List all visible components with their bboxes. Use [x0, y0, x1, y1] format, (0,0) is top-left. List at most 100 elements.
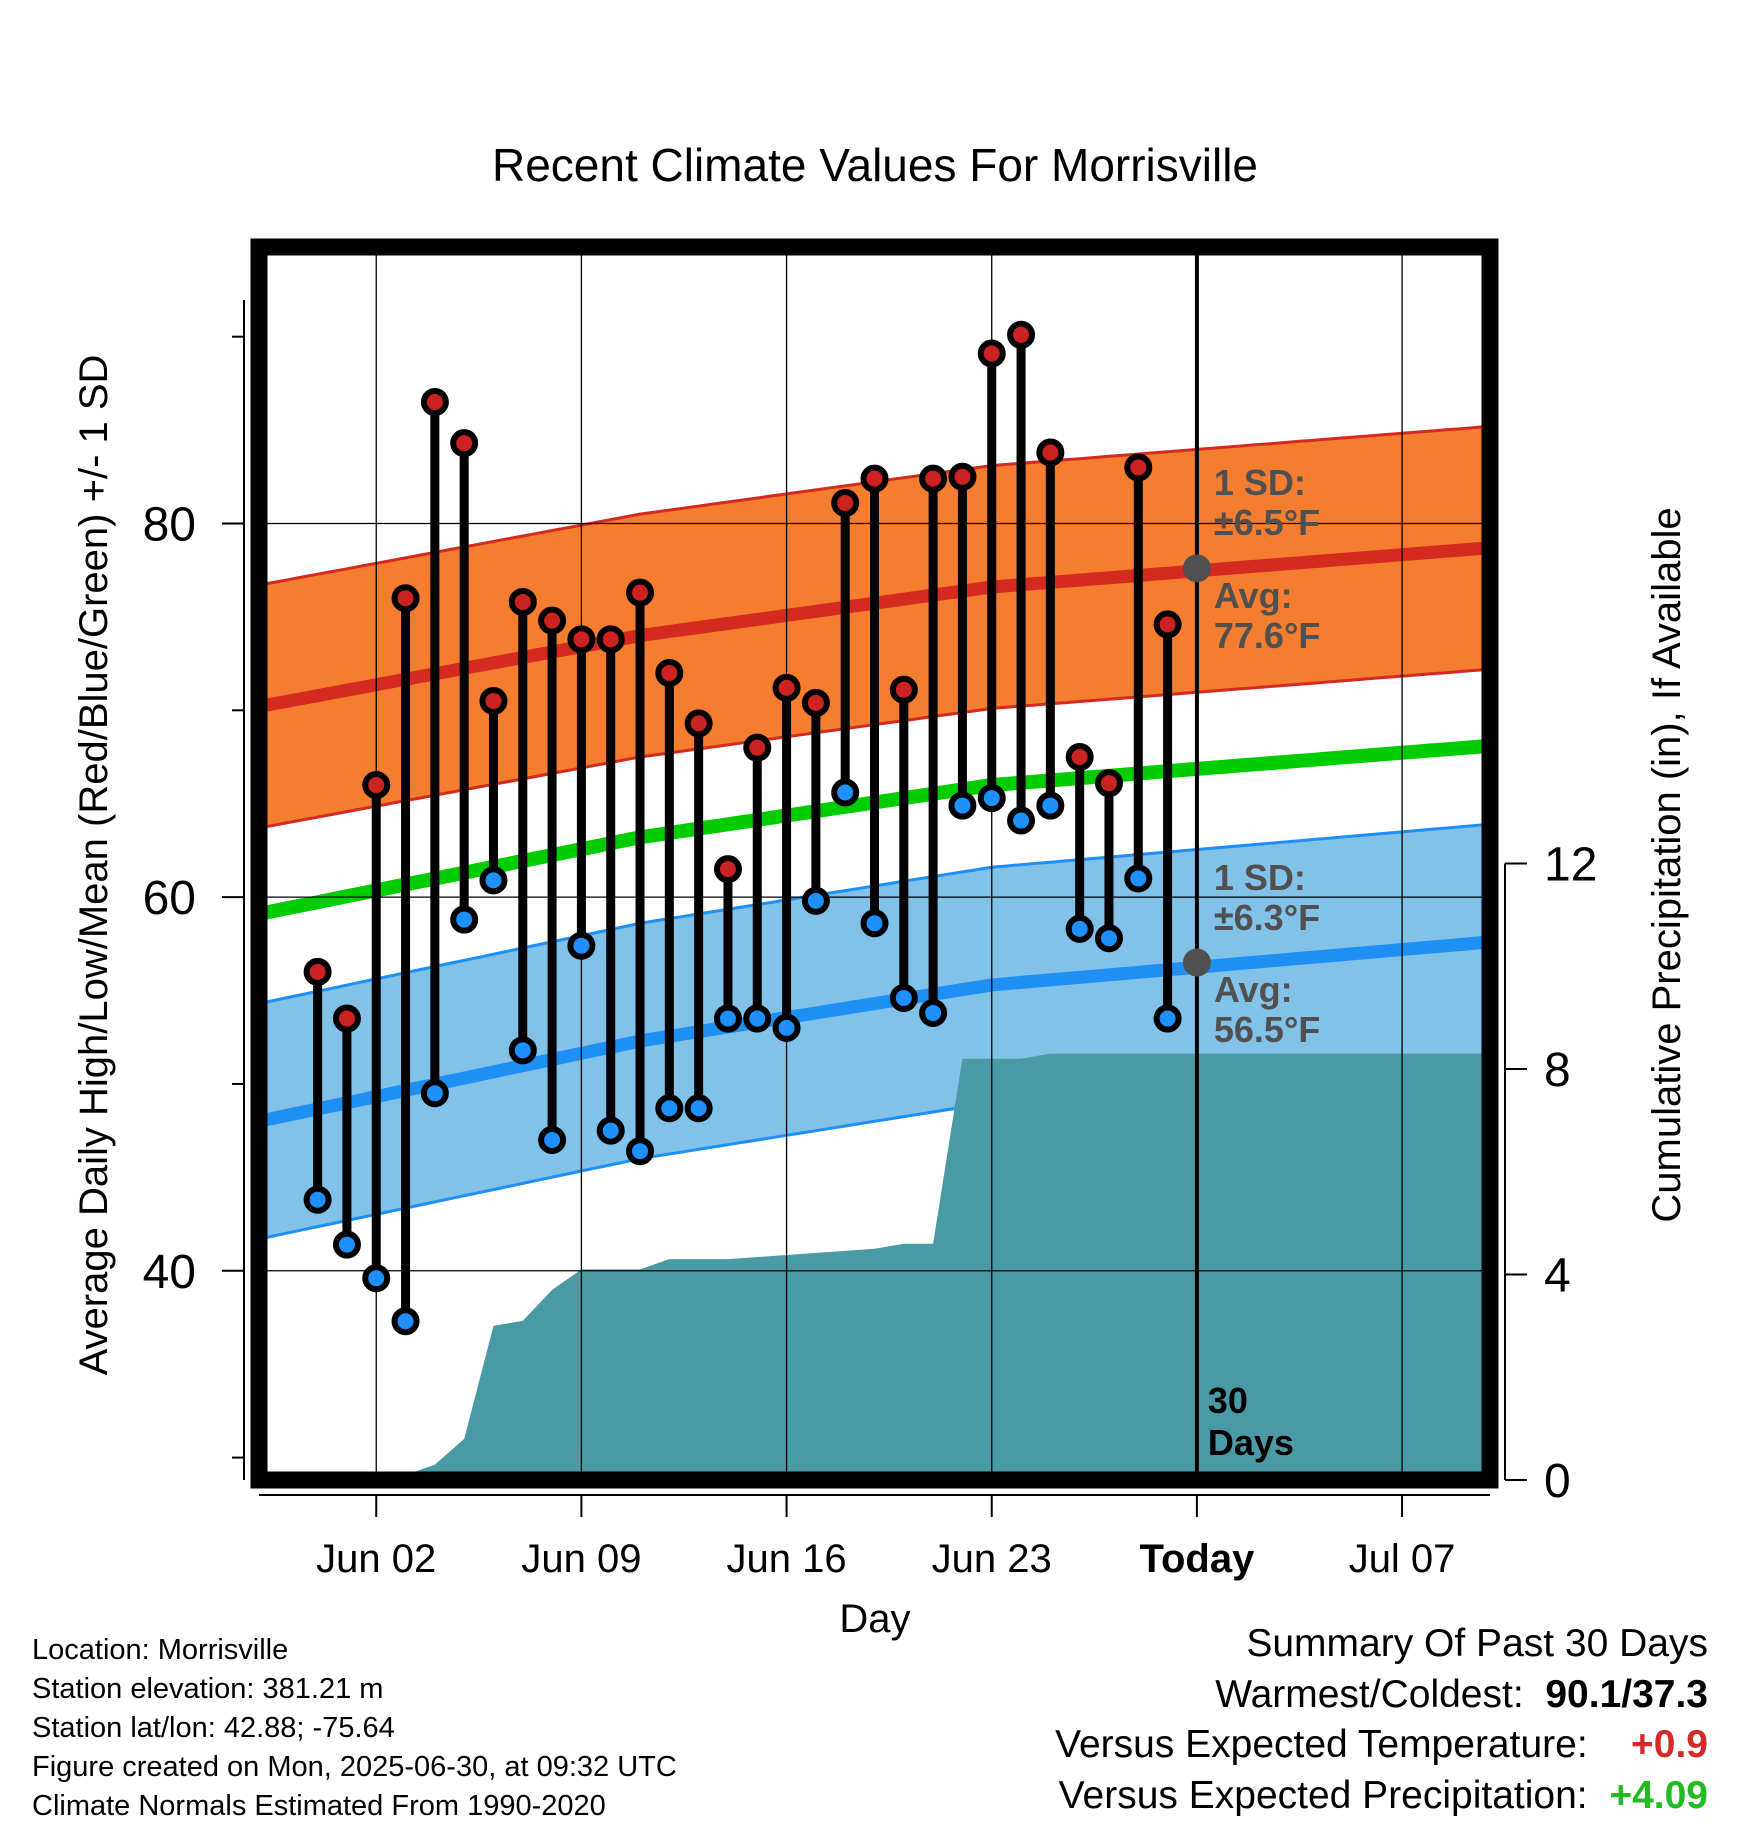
daily-high-point: [391, 584, 420, 613]
daily-low-point: [332, 1230, 361, 1259]
x-axis-label: Day: [839, 1597, 910, 1641]
daily-high-point: [450, 429, 479, 458]
daily-high-point: [479, 686, 508, 715]
daily-low-point: [948, 791, 977, 820]
low-avg-label-line: Avg:: [1214, 969, 1293, 1010]
y-axis-label: Average Daily High/Low/Mean (Red/Blue/Gr…: [72, 355, 116, 1376]
x-tick-label: Jun 16: [727, 1537, 847, 1581]
chart-title: Recent Climate Values For Morrisville: [492, 139, 1258, 191]
daily-low-point: [1036, 791, 1065, 820]
low-sd-label-line: ±6.3°F: [1214, 897, 1320, 938]
y2-tick-label: 0: [1544, 1455, 1571, 1508]
daily-low-point: [1153, 1004, 1182, 1033]
daily-high-point: [1124, 453, 1153, 482]
daily-low-point: [508, 1036, 537, 1065]
daily-high-point: [655, 658, 684, 687]
figure-created: Figure created on Mon, 2025-06-30, at 09…: [32, 1751, 677, 1783]
low-sd-label-line: 1 SD:: [1214, 857, 1306, 898]
summary-title: Summary Of Past 30 Days: [1246, 1622, 1708, 1665]
daily-low-point: [303, 1185, 332, 1214]
daily-high-point: [977, 339, 1006, 368]
high-avg-label-line: 77.6°F: [1214, 615, 1320, 656]
y2-tick-label: 12: [1544, 839, 1597, 892]
precipitation-area: [259, 1053, 1490, 1480]
daily-high-point: [362, 771, 391, 800]
daily-high-point: [626, 578, 655, 607]
low-avg-label-line: 56.5°F: [1214, 1009, 1320, 1050]
summary-temp-label: Versus Expected Temperature:: [1055, 1723, 1588, 1766]
summary-temperature: Versus Expected Temperature: +0.9: [1055, 1723, 1708, 1767]
x-tick-label: Jun 02: [316, 1537, 436, 1581]
daily-high-point: [567, 625, 596, 654]
station-location: Location: Morrisville: [32, 1634, 289, 1666]
summary-precipitation: Versus Expected Precipitation: +4.09: [1059, 1774, 1708, 1818]
plot-frame: [250, 238, 1499, 1489]
daily-low-point: [1007, 806, 1036, 835]
y2-tick-label: 8: [1544, 1044, 1571, 1097]
daily-high-point: [743, 733, 772, 762]
x-tick-label: Jun 09: [521, 1537, 641, 1581]
daily-low-point: [362, 1264, 391, 1293]
days-window-label-line: Days: [1208, 1422, 1294, 1463]
daily-low-point: [1124, 864, 1153, 893]
daily-low-point: [538, 1125, 567, 1154]
normal-low-line: [257, 935, 1491, 1128]
daily-low-point: [743, 1004, 772, 1033]
daily-low-point: [626, 1137, 655, 1166]
station-elevation: Station elevation: 381.21 m: [32, 1673, 384, 1705]
summary-precip-label: Versus Expected Precipitation:: [1058, 1774, 1588, 1817]
x-tick-label: Today: [1139, 1537, 1255, 1581]
y-tick-label: 80: [143, 498, 196, 551]
summary-extremes: Warmest/Coldest: 90.1/37.3: [1215, 1673, 1708, 1717]
y-tick-label: 60: [143, 872, 196, 925]
y-tick-label: 40: [143, 1246, 196, 1299]
daily-high-point: [801, 688, 830, 717]
high-sd-label-line: 1 SD:: [1214, 462, 1306, 503]
summary-extremes-label: Warmest/Coldest:: [1215, 1673, 1524, 1716]
y2-axis-label: Cumulative Precipitation (in), If Availa…: [1645, 507, 1689, 1222]
daily-low-point: [831, 778, 860, 807]
daily-high-point: [332, 1004, 361, 1033]
daily-low-point: [889, 984, 918, 1013]
daily-low-point: [919, 998, 948, 1027]
daily-high-point: [772, 673, 801, 702]
daily-low-point: [1094, 924, 1123, 953]
daily-high-point: [1007, 320, 1036, 349]
summary-extremes-value: 90.1/37.3: [1545, 1673, 1708, 1716]
daily-low-point: [977, 784, 1006, 813]
daily-low-point: [420, 1079, 449, 1108]
high-avg-label-line: Avg:: [1214, 575, 1293, 616]
daily-high-point: [889, 675, 918, 704]
daily-low-point: [479, 866, 508, 895]
station-latlon: Station lat/lon: 42.88; -75.64: [32, 1712, 395, 1744]
daily-high-point: [1153, 610, 1182, 639]
daily-low-point: [860, 909, 889, 938]
daily-low-point: [801, 886, 830, 915]
daily-high-point: [420, 388, 449, 417]
daily-high-point: [1065, 743, 1094, 772]
days-window-label-line: 30: [1208, 1380, 1248, 1421]
daily-low-point: [1065, 914, 1094, 943]
y2-tick-label: 4: [1544, 1250, 1571, 1303]
daily-low-point: [713, 1004, 742, 1033]
daily-high-point: [508, 587, 537, 616]
daily-high-point: [538, 606, 567, 635]
today-high-avg-point: [1182, 554, 1211, 583]
summary-temp-value: +0.9: [1631, 1723, 1708, 1766]
daily-low-point: [391, 1307, 420, 1336]
daily-high-point: [860, 464, 889, 493]
daily-high-point: [596, 625, 625, 654]
daily-low-point: [772, 1013, 801, 1042]
daily-high-point: [713, 855, 742, 884]
today-low-avg-point: [1182, 948, 1211, 977]
summary-precip-value: +4.09: [1609, 1774, 1708, 1817]
daily-high-point: [1094, 769, 1123, 798]
climate-normals-period: Climate Normals Estimated From 1990-2020: [32, 1790, 606, 1822]
daily-high-point: [831, 488, 860, 517]
daily-high-point: [948, 462, 977, 491]
high-sd-label-line: ±6.5°F: [1214, 502, 1320, 543]
daily-high-point: [919, 464, 948, 493]
daily-high-point: [1036, 438, 1065, 467]
daily-low-point: [596, 1116, 625, 1145]
